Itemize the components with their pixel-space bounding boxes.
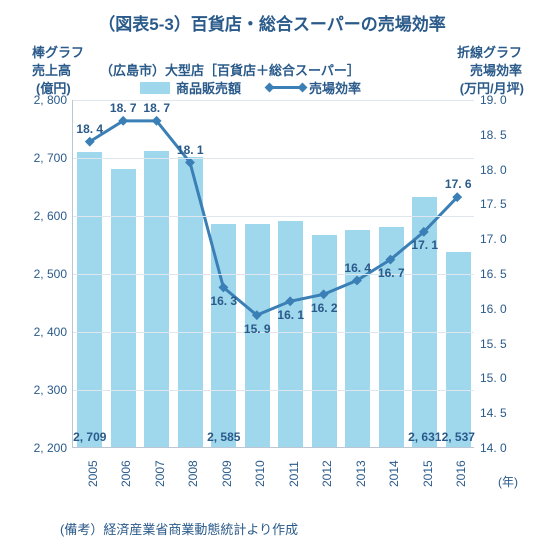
grid-line	[73, 332, 474, 333]
ytick-left: 2, 600	[34, 209, 67, 223]
grid-line	[73, 390, 474, 391]
ytick-left: 2, 400	[34, 325, 67, 339]
left-axis-sub: 売上高	[32, 60, 71, 79]
legend-line: 売場効率	[269, 78, 361, 97]
xtick: 2010	[253, 460, 267, 487]
ytick-right: 17. 0	[480, 232, 507, 246]
xtick: 2012	[320, 460, 334, 487]
grid-line	[73, 274, 474, 275]
ytick-right: 19. 0	[480, 93, 507, 107]
line-marker	[319, 289, 329, 299]
xtick: 2015	[421, 460, 435, 487]
line-value-label: 15. 9	[244, 322, 271, 336]
ytick-left: 2, 300	[34, 383, 67, 397]
bar-value-label: 2, 631	[408, 430, 441, 444]
line-value-label: 18. 7	[143, 101, 170, 115]
xtick: 2013	[354, 460, 368, 487]
xtick: 2011	[287, 461, 301, 487]
xtick: 2014	[387, 460, 401, 487]
bar-value-label: 2, 709	[73, 430, 106, 444]
ytick-right: 14. 0	[480, 441, 507, 455]
ytick-right: 15. 5	[480, 337, 507, 351]
right-axis-title: 折線グラフ	[457, 42, 522, 61]
subtitle-city: （広島市）大型店［百貨店＋総合スーパー］	[100, 60, 360, 79]
legend: 商品販売額 売場効率	[140, 78, 361, 97]
ytick-left: 2, 700	[34, 151, 67, 165]
line-value-label: 16. 7	[378, 266, 405, 280]
line-value-label: 16. 2	[311, 301, 338, 315]
xtick: 2007	[153, 460, 167, 487]
line-swatch-icon	[269, 86, 303, 89]
left-axis-title: 棒グラフ	[32, 42, 84, 61]
line-value-label: 17. 6	[445, 177, 472, 191]
xtick: 2006	[119, 460, 133, 487]
xtick: 2008	[186, 460, 200, 487]
legend-bar-label: 商品販売額	[176, 78, 241, 97]
xtick: 2009	[220, 460, 234, 487]
bar-value-label: 2, 585	[207, 430, 240, 444]
chart-title: （図表5-3）百貨店・総合スーパーの売場効率	[0, 10, 544, 35]
ytick-left: 2, 500	[34, 267, 67, 281]
bar-swatch-icon	[140, 82, 170, 94]
line-value-label: 17. 1	[411, 238, 438, 252]
ytick-right: 16. 5	[480, 267, 507, 281]
line-value-label: 16. 3	[210, 294, 237, 308]
ytick-right: 17. 5	[480, 197, 507, 211]
line-value-label: 16. 4	[344, 261, 371, 275]
ytick-right: 16. 0	[480, 302, 507, 316]
footnote: (備考）経済産業省商業動態統計より作成	[60, 519, 298, 538]
grid-line	[73, 158, 474, 159]
line-value-label: 16. 1	[277, 308, 304, 322]
xtick: 2005	[86, 460, 100, 487]
line-value-label: 18. 1	[177, 143, 204, 157]
line-path	[90, 121, 457, 315]
ytick-left: 2, 800	[34, 93, 67, 107]
bar-value-label: 2, 537	[442, 430, 475, 444]
line-marker	[285, 296, 295, 306]
plot-area: (年) 2, 2002, 3002, 4002, 5002, 6002, 700…	[72, 100, 474, 448]
x-axis-label: (年)	[498, 473, 518, 490]
ytick-right: 15. 0	[480, 371, 507, 385]
grid-line	[73, 216, 474, 217]
ytick-right: 18. 5	[480, 128, 507, 142]
legend-bar: 商品販売額	[140, 78, 241, 97]
ytick-right: 14. 5	[480, 406, 507, 420]
xtick: 2016	[454, 460, 468, 487]
legend-line-label: 売場効率	[309, 78, 361, 97]
right-axis-sub: 売場効率	[470, 60, 522, 79]
line-value-label: 18. 4	[76, 122, 103, 136]
line-value-label: 18. 7	[110, 101, 137, 115]
ytick-left: 2, 200	[34, 441, 67, 455]
ytick-right: 18. 0	[480, 163, 507, 177]
